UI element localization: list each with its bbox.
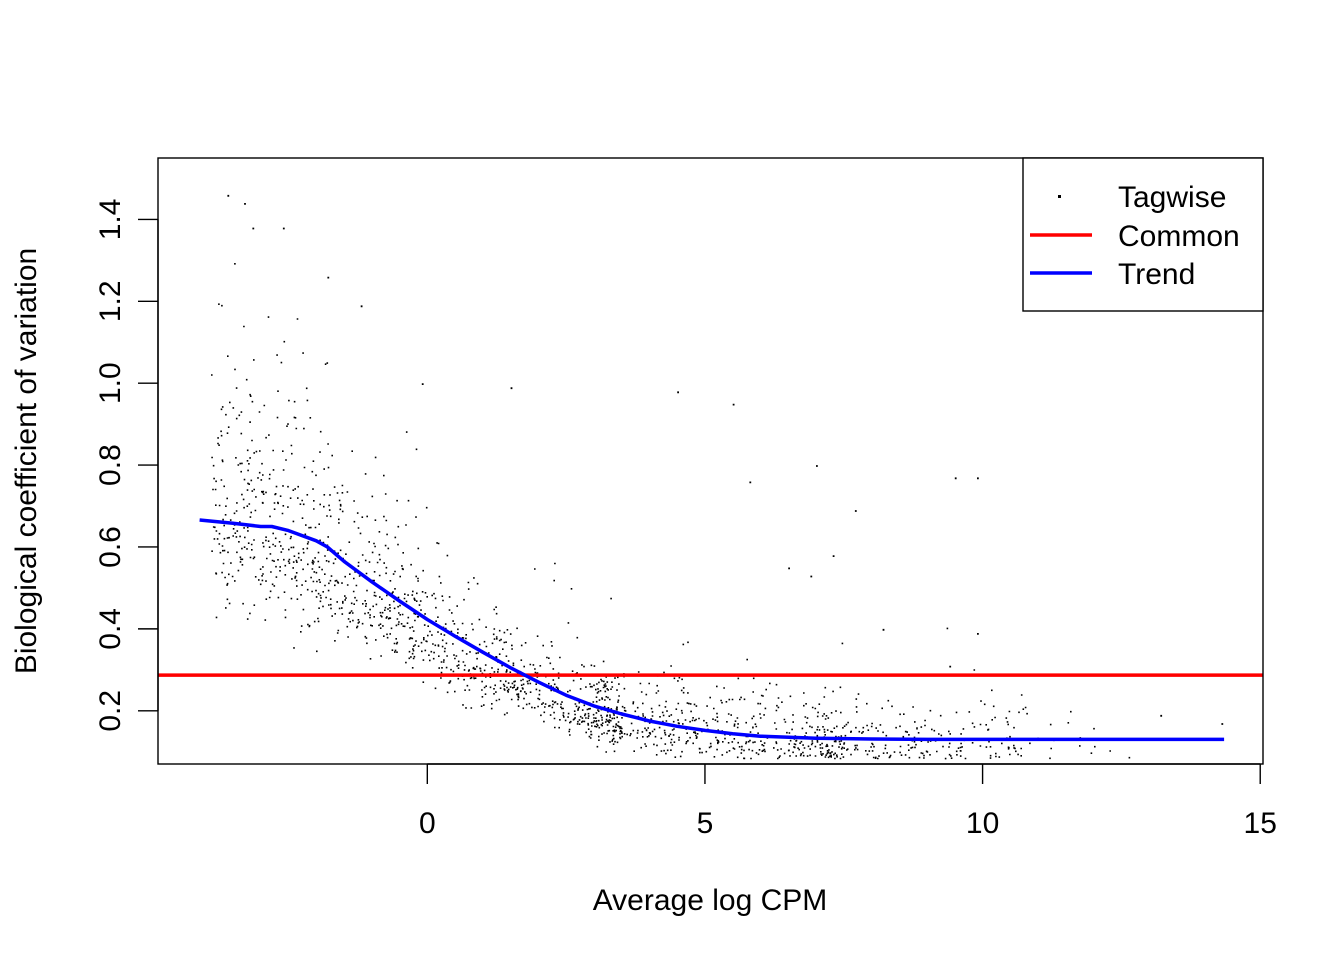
- y-axis: 0.2 0.4 0.6 0.8 1.0 1.2 1.4: [94, 199, 159, 732]
- legend-label-common: Common: [1118, 220, 1240, 253]
- x-axis-label: Average log CPM: [593, 884, 828, 917]
- x-tick-label: 10: [966, 807, 999, 840]
- y-tick-label: 0.2: [94, 690, 127, 732]
- trend-line: [199, 518, 1225, 742]
- legend: Tagwise Common Trend: [1022, 157, 1264, 312]
- legend-label-tagwise: Tagwise: [1118, 181, 1226, 214]
- y-tick-label: 1.0: [94, 362, 127, 404]
- x-axis: 0 5 10 15: [419, 763, 1277, 840]
- legend-label-trend: Trend: [1118, 258, 1195, 291]
- y-tick-label: 1.4: [94, 199, 127, 241]
- y-tick-label: 1.2: [94, 280, 127, 322]
- fit-lines: [158, 518, 1263, 742]
- y-tick-label: 0.6: [94, 526, 127, 568]
- y-tick-label: 0.8: [94, 444, 127, 486]
- x-tick-label: 15: [1244, 807, 1277, 840]
- legend-tagwise-marker: [1058, 195, 1061, 198]
- y-tick-label: 0.4: [94, 608, 127, 650]
- y-axis-label: Biological coefficient of variation: [10, 248, 43, 674]
- x-tick-label: 5: [697, 807, 714, 840]
- x-tick-label: 0: [419, 807, 436, 840]
